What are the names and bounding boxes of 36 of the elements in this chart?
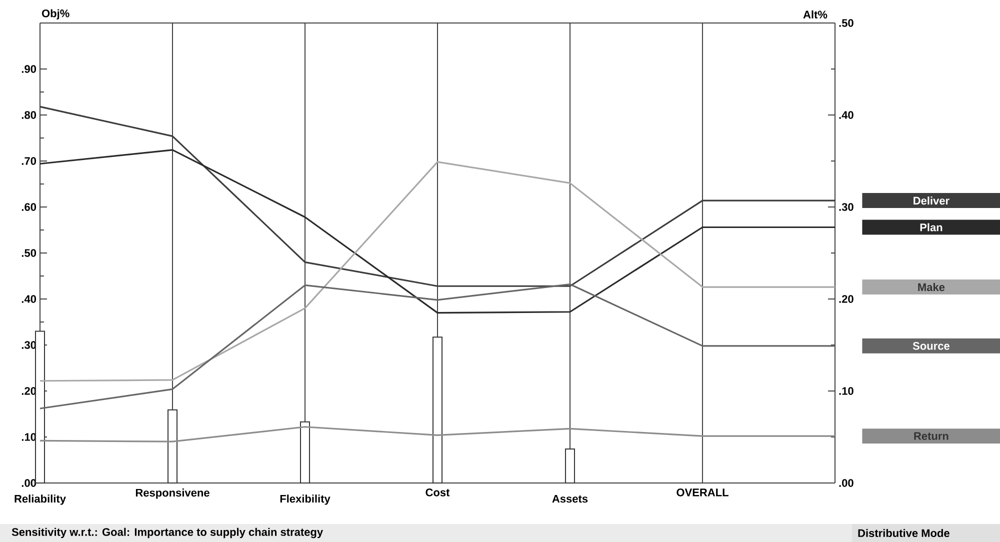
- text: Return: [914, 432, 948, 440]
- y-tick-label: .90: [22, 65, 36, 73]
- bar: [432, 336, 443, 484]
- y-axis-title: Obj%: [42, 9, 70, 20]
- y-tick-label: .40: [22, 295, 36, 303]
- x-tick-label: Reliability: [14, 494, 66, 505]
- y2-tick-label: .30: [839, 203, 854, 211]
- y2-tick-label: .20: [839, 295, 854, 303]
- y2-axis-title: Alt%: [803, 10, 828, 18]
- y-tick-label: .50: [22, 249, 36, 257]
- x-tick-label: Responsivene: [136, 488, 210, 499]
- text: Deliver: [914, 196, 950, 205]
- x-tick-label: Cost: [426, 488, 450, 496]
- y2-tick-label: .40: [839, 111, 854, 119]
- x-tick-label: Flexibility: [280, 494, 330, 505]
- y-tick-label: .80: [22, 111, 36, 119]
- x-tick-label: OVERALL: [676, 488, 728, 496]
- bar: [300, 421, 310, 484]
- y2-tick-label: .00: [839, 479, 854, 487]
- y-tick-label: .60: [22, 203, 36, 211]
- line-series: [39, 149, 836, 314]
- bar: [565, 448, 576, 484]
- text: Plan: [920, 223, 942, 232]
- y2-tick-label: .10: [839, 387, 854, 395]
- text: Source: [912, 342, 950, 350]
- text: Sensitivity w.r.t.: Goal: Importance to supply chain strategy: [12, 528, 324, 538]
- line-series: [39, 283, 836, 410]
- line-series: [39, 161, 836, 382]
- bar: [35, 330, 46, 484]
- y-tick-label: .70: [22, 157, 36, 165]
- bar: [168, 409, 178, 484]
- x-tick-label: Assets: [552, 494, 588, 503]
- y2-tick-label: .50: [839, 19, 854, 27]
- line-series: [39, 426, 836, 442]
- text: Distributive Mode: [858, 528, 950, 538]
- text: Make: [918, 283, 945, 292]
